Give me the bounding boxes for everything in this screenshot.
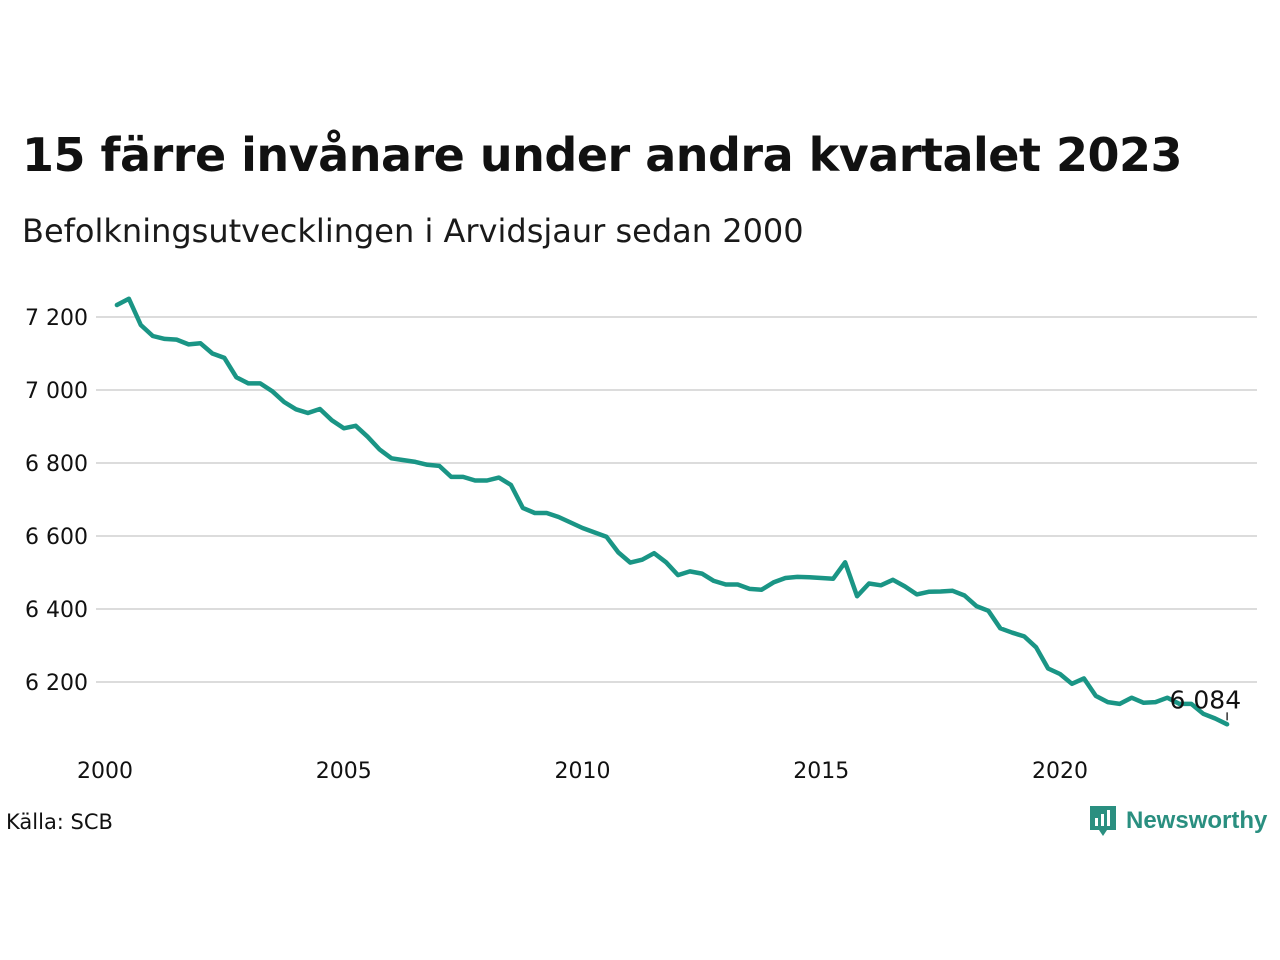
brand-logo: Newsworthy xyxy=(1088,804,1267,838)
newsworthy-logo-icon xyxy=(1090,806,1116,836)
chart-title: 15 färre invånare under andra kvartalet … xyxy=(22,128,1183,182)
x-tick-label: 2010 xyxy=(555,759,611,784)
x-tick-label: 2015 xyxy=(793,759,849,784)
y-tick-label: 6 200 xyxy=(25,671,88,696)
brand-name: Newsworthy xyxy=(1126,807,1268,834)
y-tick-label: 7 200 xyxy=(25,306,88,331)
x-tick-label: 2005 xyxy=(316,759,372,784)
chart-subtitle: Befolkningsutvecklingen i Arvidsjaur sed… xyxy=(22,212,804,250)
series-line xyxy=(114,296,1230,727)
source-label: Källa: SCB xyxy=(6,810,113,834)
y-tick-label: 6 600 xyxy=(25,525,88,550)
x-tick-label: 2020 xyxy=(1032,759,1088,784)
last-value-label: 6 084 xyxy=(1170,685,1242,714)
line-chart: 6 200 6 400 6 600 6 800 7 000 7 200 2000 2005 20… xyxy=(25,296,1257,784)
x-tick-label: 2000 xyxy=(77,759,133,784)
y-tick-label: 6 400 xyxy=(25,598,88,623)
y-tick-label: 7 000 xyxy=(25,379,88,404)
y-tick-label: 6 800 xyxy=(25,452,88,477)
